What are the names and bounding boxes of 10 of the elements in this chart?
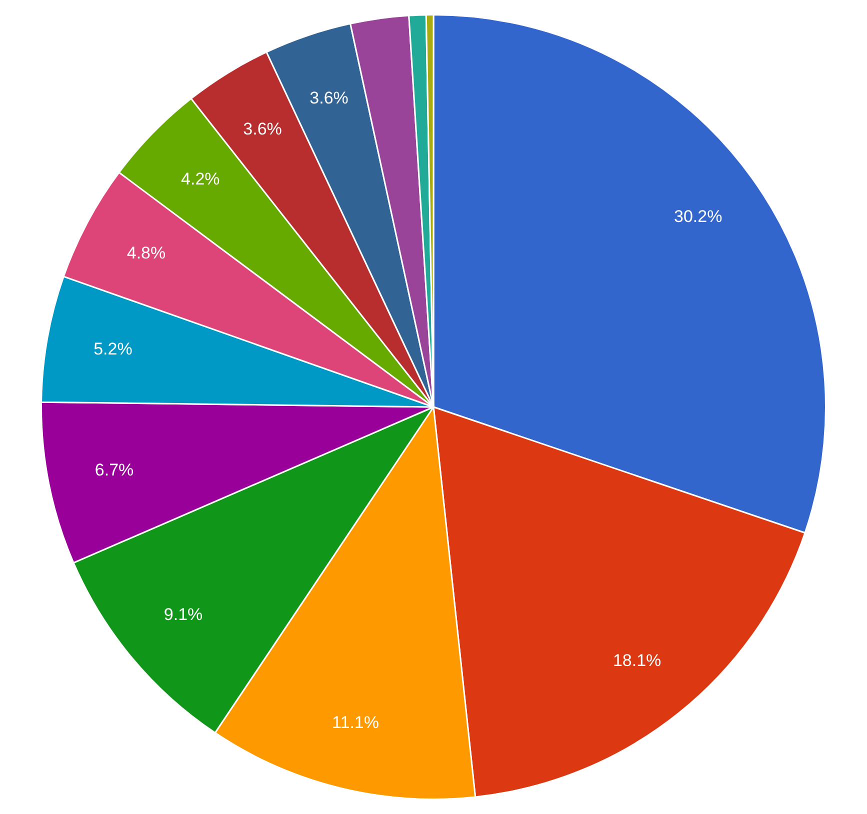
data-label: 5.2% (94, 340, 132, 359)
data-label: 18.1% (612, 650, 662, 670)
data-label: 30.2% (674, 206, 722, 226)
data-label: 4.2% (181, 169, 220, 188)
data-label: 3.6% (310, 88, 348, 108)
data-label: 11.1% (332, 712, 379, 732)
data-label: 4.8% (126, 243, 166, 262)
data-label: 6.7% (94, 460, 134, 480)
data-label: 3.6% (243, 120, 282, 139)
data-label: 9.1% (164, 605, 203, 624)
